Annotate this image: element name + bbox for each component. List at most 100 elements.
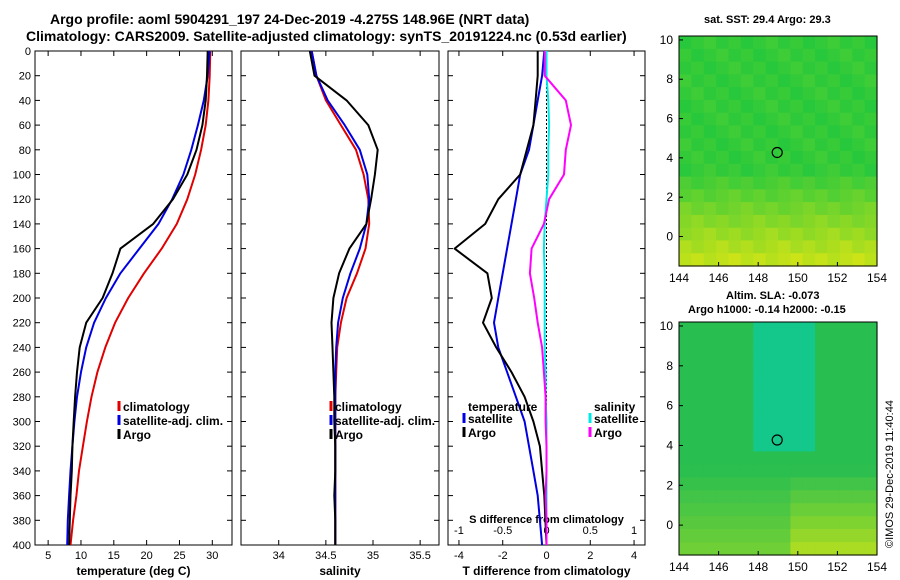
- sst-field-cell: [691, 151, 705, 165]
- sla-field-cell: [839, 516, 853, 530]
- sst-field-cell: [703, 61, 717, 75]
- sst-field-cell: [716, 112, 730, 127]
- sla-field-cell: [765, 334, 779, 349]
- salinity-xtick-label: 34: [273, 550, 285, 562]
- sla-field-cell: [740, 347, 754, 362]
- sla-field-cell: [716, 542, 730, 556]
- sla-field-cell: [679, 490, 692, 504]
- sst-field-cell: [691, 138, 705, 152]
- sla-field-cell: [815, 425, 829, 440]
- legend-temperature-title: temperature: [468, 400, 538, 414]
- sla-field-cell: [703, 542, 717, 556]
- sst-field-cell: [802, 214, 816, 229]
- sla-field-cell: [765, 373, 779, 388]
- sla-field-cell: [852, 412, 866, 427]
- sst-field-cell: [778, 240, 791, 254]
- sla-field-cell: [716, 322, 730, 336]
- sla-field-cell: [802, 347, 816, 362]
- sla-field-cell: [703, 503, 717, 517]
- salinity-xtick-label: 35.5: [409, 550, 430, 562]
- sst-field-cell: [679, 151, 692, 165]
- sst-field-cell: [839, 151, 853, 165]
- sla-field-cell: [778, 322, 791, 336]
- sla-field-cell: [753, 360, 767, 375]
- salinity-diff-tick-label: 1: [631, 525, 637, 537]
- sst-lon-tick-label: 154: [867, 271, 887, 285]
- difference-xtick-label: 0: [543, 550, 549, 562]
- sla-lat-tick-label: 2: [666, 478, 673, 492]
- depth-tick-label: 20: [19, 71, 31, 83]
- sst-field-cell: [765, 227, 779, 242]
- temperature-panel: 0 20 40 60 80 100 120 140 160 180 200 220 240 260 280 3…: [13, 46, 233, 578]
- sst-field-cell: [802, 163, 816, 178]
- sst-field-cell: [815, 138, 829, 152]
- depth-tick-label: 240: [13, 342, 31, 354]
- sla-field-cell: [827, 490, 841, 504]
- sst-field-cell: [827, 125, 841, 139]
- sst-field-cell: [728, 125, 742, 139]
- sst-field-cell: [765, 163, 779, 178]
- sla-field-cell: [691, 516, 705, 530]
- sst-field-cell: [753, 163, 767, 178]
- sst-lat-tick-label: 6: [666, 112, 673, 126]
- sst-field-cell: [716, 48, 730, 63]
- depth-tick-label: 60: [19, 120, 31, 132]
- sst-lon-tick-label: 144: [669, 271, 689, 285]
- sla-map-title-2: Argo h1000: -0.14 h2000: -0.15: [688, 304, 846, 316]
- sst-field-cell: [703, 227, 717, 242]
- sst-field-cell: [852, 202, 866, 216]
- sla-field-cell: [716, 373, 730, 388]
- sla-field-cell: [790, 490, 804, 504]
- sla-field-cell: [691, 386, 705, 401]
- sla-field-cell: [864, 503, 878, 517]
- sst-field-cell: [852, 214, 866, 229]
- sla-field-cell: [728, 529, 742, 543]
- sst-field-cell: [716, 138, 730, 152]
- sla-field-cell: [815, 542, 829, 556]
- sst-field-cell: [703, 240, 717, 254]
- salinity-legend-label: climatology: [335, 400, 402, 414]
- sla-field-cell: [778, 399, 791, 414]
- sla-field-cell: [679, 503, 692, 517]
- sst-field-cell: [703, 99, 717, 114]
- sla-field-cell: [827, 334, 841, 349]
- sst-field-cell: [679, 202, 692, 216]
- sst-field-cell: [753, 189, 767, 203]
- sla-field-cell: [765, 490, 779, 504]
- sla-field-cell: [765, 542, 779, 556]
- sst-field-cell: [839, 202, 853, 216]
- sla-field-cell: [827, 373, 841, 388]
- sst-field-cell: [790, 74, 804, 88]
- sst-field-cell: [852, 176, 866, 190]
- sla-field-cell: [679, 451, 692, 465]
- sla-field-cell: [827, 412, 841, 427]
- sst-field-cell: [852, 36, 866, 50]
- sst-field-cell: [815, 189, 829, 203]
- sla-field-cell: [864, 490, 878, 504]
- sst-field-cell: [691, 214, 705, 229]
- sla-field-cell: [778, 334, 791, 349]
- sla-field-cell: [790, 399, 804, 414]
- sla-field-cell: [852, 334, 866, 349]
- sst-map-frame: [678, 35, 878, 267]
- sla-field-cell: [765, 425, 779, 440]
- sst-field-cell: [728, 189, 742, 203]
- sla-map-title-1: Altim. SLA: -0.073: [726, 290, 820, 302]
- sst-lat-tick-label: 2: [666, 190, 673, 204]
- watermark: ©IMOS 29-Dec-2019 11:40:44: [884, 400, 896, 548]
- sst-field-cell: [790, 189, 804, 203]
- sst-field-cell: [765, 36, 779, 50]
- sla-field-cell: [778, 425, 791, 440]
- sst-field-cell: [753, 112, 767, 127]
- sla-field-cell: [691, 334, 705, 349]
- sla-field-cell: [778, 373, 791, 388]
- temperature-series-line: [68, 50, 209, 546]
- sst-field-cell: [839, 87, 853, 101]
- sla-field-cell: [716, 529, 730, 543]
- sst-field-cell: [852, 74, 866, 88]
- sla-field-cell: [679, 399, 692, 414]
- sst-field-cell: [839, 214, 853, 229]
- sla-field-cell: [740, 322, 754, 336]
- sst-field-cell: [703, 112, 717, 127]
